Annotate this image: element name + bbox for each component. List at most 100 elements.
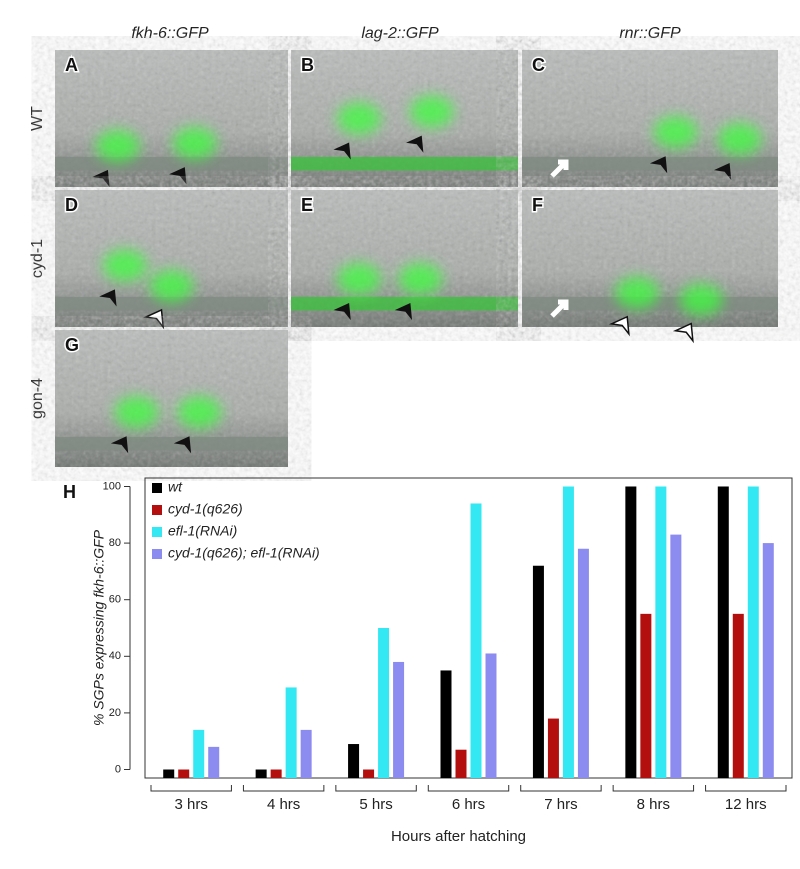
row-label: cyd-1 xyxy=(29,239,46,278)
x-tick-label: 7 hrs xyxy=(544,796,577,813)
gfp-glow xyxy=(172,127,217,160)
legend-label: cyd-1(q626); efl-1(RNAi) xyxy=(168,545,320,561)
panel-letter: H xyxy=(63,482,76,502)
micrograph: G xyxy=(55,330,288,467)
gfp-glow xyxy=(102,249,147,282)
arrowhead xyxy=(608,315,630,337)
micrograph: F xyxy=(522,190,778,344)
x-tick-label: 3 hrs xyxy=(175,796,208,813)
arrow xyxy=(550,159,569,178)
gonad-band xyxy=(291,156,518,171)
gfp-glow xyxy=(398,263,443,296)
x-bracket xyxy=(150,785,232,792)
arrowhead xyxy=(333,303,351,321)
bar xyxy=(178,769,190,778)
legend-swatch xyxy=(152,549,162,559)
x-tick-label: 6 hrs xyxy=(452,796,485,813)
gfp-glow xyxy=(337,102,382,135)
panel-letter: A xyxy=(65,55,78,75)
bar xyxy=(470,503,482,778)
bar-chart: H0 20 40 60 80 100% SGPs expressing fkh-6::GF… xyxy=(62,477,793,845)
gonad-band xyxy=(55,156,288,171)
panel-letter: E xyxy=(301,195,313,215)
x-bracket xyxy=(335,785,417,792)
panel-letter: C xyxy=(532,55,545,75)
bar xyxy=(532,565,544,778)
arrowhead xyxy=(406,135,424,153)
row-label: gon-4 xyxy=(29,378,46,419)
row-label: WT xyxy=(29,106,46,131)
panel-letter: G xyxy=(65,335,79,355)
bar xyxy=(485,653,497,778)
bar xyxy=(717,486,729,778)
legend-label: cyd-1(q626) xyxy=(168,501,243,517)
x-axis-label: Hours after hatching xyxy=(391,828,526,845)
y-tick-label: 40 xyxy=(109,650,121,662)
arrowhead xyxy=(333,142,351,160)
bar xyxy=(625,486,637,778)
gfp-glow xyxy=(615,276,660,309)
bar xyxy=(670,534,682,778)
arrowhead xyxy=(99,289,117,307)
bar xyxy=(747,486,759,778)
y-tick-label: 0 xyxy=(115,763,121,775)
x-bracket xyxy=(427,785,510,792)
bar xyxy=(640,613,652,778)
legend-swatch xyxy=(152,527,162,537)
gfp-glow xyxy=(679,283,724,316)
plot-frame xyxy=(144,477,793,779)
bar xyxy=(440,670,452,778)
arrowhead xyxy=(672,322,694,344)
gonad-band xyxy=(522,156,778,171)
x-tick-label: 4 hrs xyxy=(267,796,300,813)
panel-letter: F xyxy=(532,195,543,215)
gfp-glow xyxy=(337,263,382,296)
bar xyxy=(208,746,220,778)
bar xyxy=(255,769,267,778)
x-bracket xyxy=(612,785,695,792)
legend-swatch xyxy=(152,505,162,515)
bar xyxy=(270,769,282,778)
arrowhead xyxy=(173,436,192,454)
x-bracket xyxy=(705,785,787,792)
bar xyxy=(363,769,375,778)
arrowhead xyxy=(169,167,187,185)
gfp-glow xyxy=(409,95,454,128)
bar xyxy=(300,729,312,778)
column-header: rnr::GFP xyxy=(619,25,681,42)
y-tick-label: 60 xyxy=(109,594,121,606)
gfp-glow xyxy=(95,129,140,162)
micrograph: A xyxy=(55,50,288,188)
bar xyxy=(655,486,667,778)
arrowhead xyxy=(92,169,110,188)
micrograph: E xyxy=(291,190,518,327)
x-tick-label: 8 hrs xyxy=(637,796,670,813)
arrowhead xyxy=(713,163,732,181)
y-axis-label: % SGPs expressing fkh-6::GFP xyxy=(91,529,107,726)
y-tick-label: 20 xyxy=(109,707,121,719)
panel-letter: B xyxy=(301,55,314,75)
x-bracket xyxy=(520,785,602,792)
bar xyxy=(547,718,559,778)
bar xyxy=(455,749,467,778)
gfp-glow xyxy=(177,396,222,429)
column-header: lag-2::GFP xyxy=(361,25,439,42)
bar xyxy=(193,729,205,778)
column-header: fkh-6::GFP xyxy=(131,25,209,42)
bar xyxy=(732,613,744,778)
arrowhead xyxy=(394,303,413,321)
micrograph: B xyxy=(291,50,518,187)
gfp-glow xyxy=(717,123,762,156)
bar xyxy=(393,661,405,778)
gfp-glow xyxy=(653,116,698,149)
micrograph: C xyxy=(522,50,778,187)
gfp-glow xyxy=(149,269,194,302)
arrowhead xyxy=(143,308,165,330)
bar xyxy=(562,486,574,778)
bar xyxy=(285,687,297,778)
y-tick-label: 80 xyxy=(109,537,121,549)
panel-letter: D xyxy=(65,195,78,215)
legend-label: efl-1(RNAi) xyxy=(168,523,237,539)
bar xyxy=(577,548,589,778)
